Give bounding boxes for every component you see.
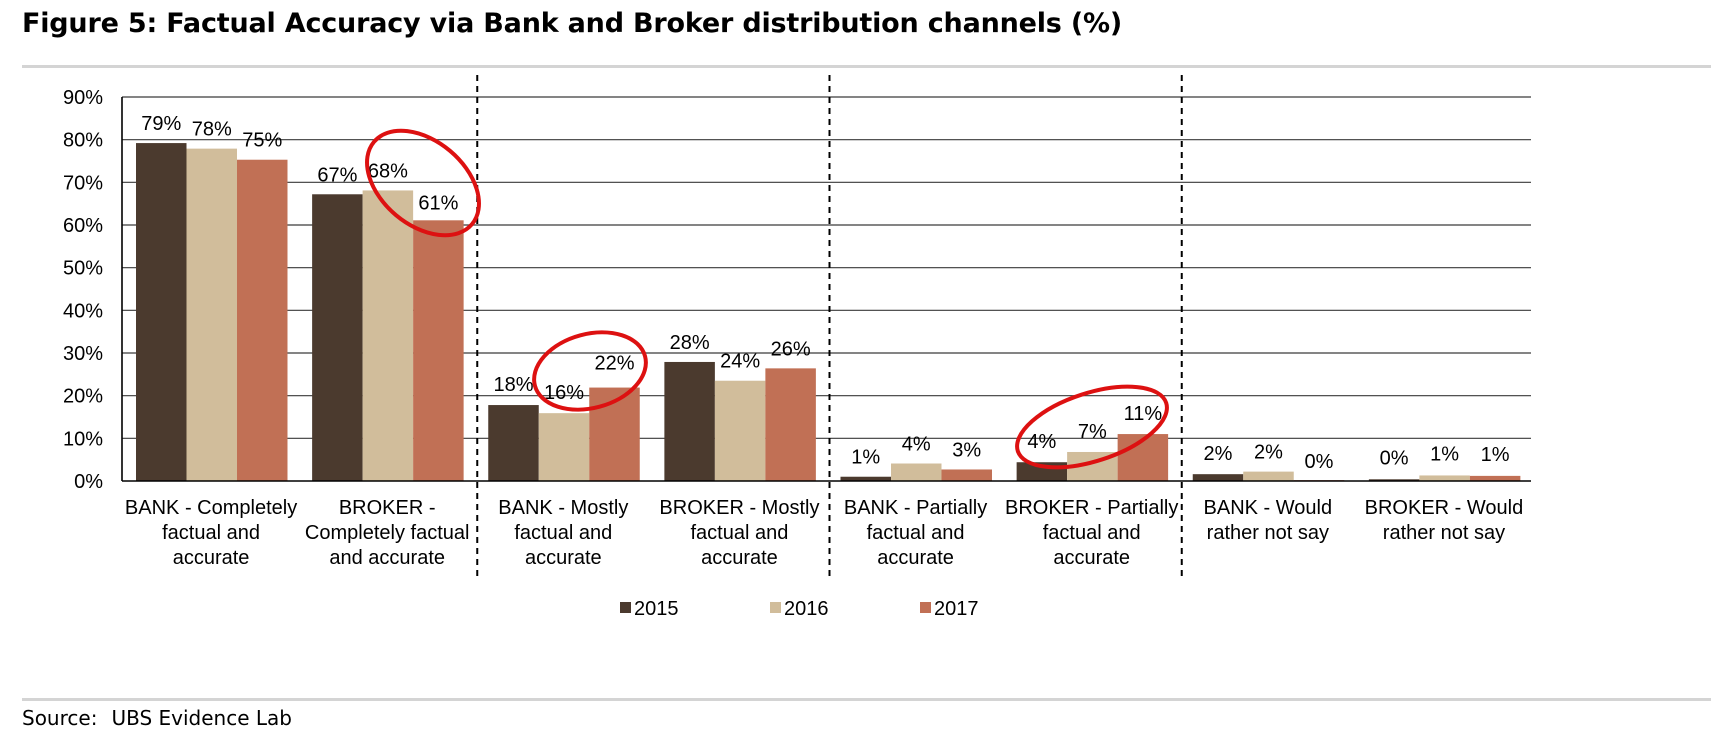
category-label: rather not say	[1207, 522, 1329, 544]
data-label: 79%	[141, 113, 181, 135]
data-label: 4%	[902, 434, 931, 456]
category-label: and accurate	[329, 547, 445, 569]
data-label: 3%	[952, 439, 981, 461]
bar-2015-group-8	[1368, 479, 1420, 481]
category-label: BANK - Partially	[844, 497, 987, 519]
y-tick-label: 0%	[74, 471, 103, 493]
y-tick-label: 90%	[63, 87, 103, 109]
data-label: 0%	[1305, 451, 1334, 473]
data-label: 78%	[192, 119, 232, 141]
bar-2016-group-4	[714, 380, 766, 481]
category-label: factual and	[867, 522, 965, 544]
bar-2016-group-8	[1419, 475, 1470, 481]
bar-2016-group-3	[538, 413, 590, 481]
data-label: 7%	[1078, 421, 1107, 443]
category-label: accurate	[877, 547, 954, 569]
data-label: 75%	[242, 130, 282, 152]
legend-swatch-2015	[620, 602, 631, 613]
category-label: BANK - Mostly	[498, 497, 628, 519]
y-tick-label: 10%	[63, 428, 103, 450]
bar-2015-group-4	[664, 361, 715, 481]
legend-swatch-2017	[920, 602, 931, 613]
category-label: BANK - Completely	[125, 497, 297, 519]
figure-title: Figure 5: Factual Accuracy via Bank and …	[22, 8, 1123, 39]
bar-2016-group-5	[891, 463, 942, 481]
category-label: BROKER - Mostly	[659, 497, 819, 519]
category-label: accurate	[173, 547, 250, 569]
data-label: 67%	[317, 164, 357, 186]
highlight-ellipse	[1015, 384, 1169, 470]
bar-2016-group-7	[1243, 471, 1294, 481]
highlight-ellipse	[365, 128, 481, 238]
bar-2015-group-1	[136, 143, 187, 481]
source-value: UBS Evidence Lab	[111, 706, 292, 730]
category-label: factual and	[162, 522, 260, 544]
category-label: BANK - Would	[1204, 497, 1333, 519]
bar-2017-group-2	[413, 220, 464, 481]
y-tick-label: 60%	[63, 215, 103, 237]
bar-2017-group-5	[941, 469, 992, 481]
category-label: factual and	[691, 522, 789, 544]
category-label: rather not say	[1383, 522, 1505, 544]
data-label: 16%	[544, 382, 584, 404]
y-tick-label: 70%	[63, 172, 103, 194]
data-label: 1%	[1481, 444, 1510, 466]
bar-2016-group-1	[186, 148, 237, 482]
category-label: BROKER - Would	[1365, 497, 1524, 519]
bar-2015-group-5	[840, 476, 891, 481]
data-label: 28%	[670, 332, 710, 354]
data-label: 0%	[1380, 447, 1409, 469]
bar-2015-group-7	[1192, 474, 1244, 481]
data-label: 1%	[1430, 443, 1459, 465]
y-tick-label: 30%	[63, 343, 103, 365]
bar-2017-group-1	[237, 159, 288, 481]
category-label: accurate	[1053, 547, 1130, 569]
category-label: BROKER - Partially	[1005, 497, 1178, 519]
data-label: 2%	[1254, 442, 1283, 464]
bar-2017-group-4	[765, 368, 816, 481]
data-label: 2%	[1204, 443, 1233, 465]
bar-2015-group-2	[312, 194, 363, 481]
bar-2016-group-2	[362, 190, 414, 481]
category-label: BROKER -	[339, 497, 436, 519]
bar-2015-group-3	[488, 405, 539, 481]
data-label: 11%	[1124, 403, 1163, 425]
legend-label-2016: 2016	[784, 598, 829, 620]
data-label: 4%	[1027, 431, 1056, 453]
legend-label-2017: 2017	[934, 598, 979, 620]
legend-swatch-2016	[770, 602, 781, 613]
category-label: accurate	[525, 547, 602, 569]
y-tick-label: 20%	[63, 386, 103, 408]
data-label: 1%	[851, 447, 880, 469]
data-label: 61%	[418, 192, 458, 214]
y-tick-label: 80%	[63, 130, 103, 152]
legend-label-2015: 2015	[634, 598, 679, 620]
title-rule	[22, 65, 1711, 68]
category-label: Completely factual	[305, 522, 470, 544]
source-label: Source:	[22, 706, 98, 730]
y-tick-label: 40%	[63, 300, 103, 322]
data-label: 68%	[368, 160, 408, 182]
bar-2017-group-8	[1469, 475, 1521, 481]
category-label: factual and	[1043, 522, 1141, 544]
data-label: 24%	[720, 351, 760, 373]
data-label: 26%	[771, 338, 811, 360]
data-label: 18%	[493, 374, 533, 396]
source-rule	[22, 698, 1711, 701]
data-label: 22%	[594, 353, 634, 375]
highlight-ellipse	[532, 330, 648, 412]
source-note: Source: UBS Evidence Lab	[22, 706, 292, 730]
category-label: accurate	[701, 547, 778, 569]
y-tick-label: 50%	[63, 258, 103, 280]
category-label: factual and	[514, 522, 612, 544]
